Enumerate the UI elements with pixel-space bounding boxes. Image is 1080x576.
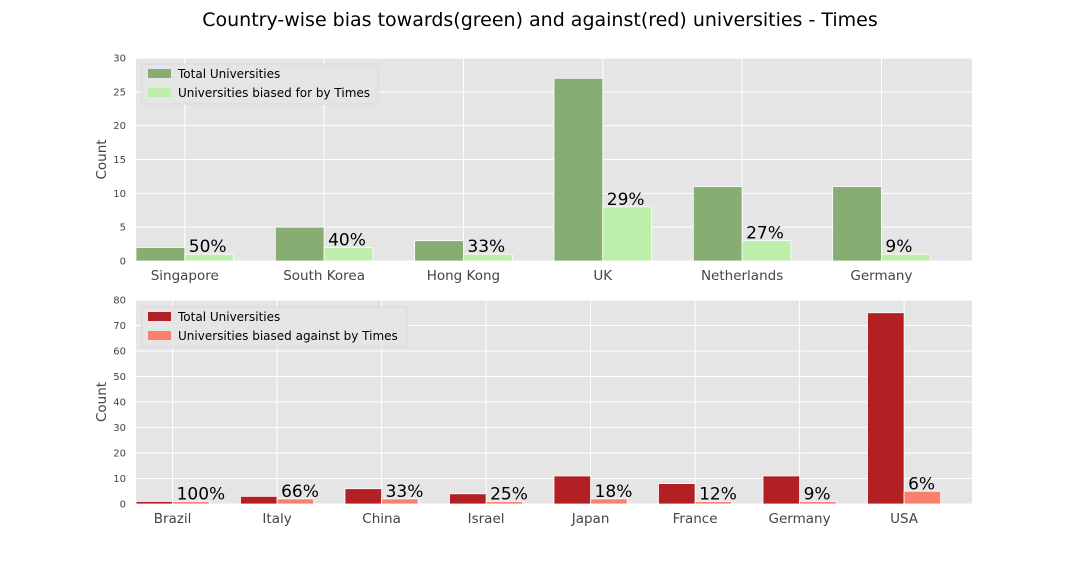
y-tick-label: 80 [113, 296, 126, 307]
legend-label: Total Universities [177, 67, 280, 81]
bar-biased [602, 206, 652, 262]
legend-box [141, 306, 408, 348]
legend-swatch [148, 331, 171, 340]
bar-total [414, 240, 464, 262]
data-label: 40% [328, 230, 366, 250]
bar-total [553, 475, 591, 505]
bar-biased [463, 253, 513, 262]
bar-total [553, 77, 604, 262]
data-label: 9% [885, 237, 912, 257]
bar-biased [172, 501, 210, 505]
x-tick-label: UK [593, 268, 613, 284]
x-tick-label: Germany [769, 511, 831, 527]
bar-total [135, 501, 173, 505]
data-label: 18% [595, 482, 633, 502]
legend-swatch [148, 88, 171, 97]
data-label: 12% [699, 484, 737, 504]
y-tick-label: 0 [120, 500, 126, 511]
y-tick-label: 10 [113, 189, 126, 200]
bar-biased [485, 501, 524, 505]
legend-label: Universities biased for by Times [178, 86, 370, 100]
bar-total [867, 312, 905, 505]
data-label: 100% [177, 484, 226, 504]
legend-label: Universities biased against by Times [178, 329, 398, 343]
y-tick-label: 15 [113, 155, 126, 166]
bar-biased [694, 501, 733, 505]
x-tick-label: Italy [262, 511, 291, 527]
data-label: 27% [746, 224, 784, 244]
bar-biased [276, 498, 315, 505]
data-label: 50% [189, 237, 227, 257]
data-label: 6% [908, 474, 935, 494]
y-tick-label: 40 [113, 398, 126, 409]
y-tick-label: 20 [113, 121, 126, 132]
bar-biased [799, 501, 837, 505]
bar-total [762, 475, 800, 505]
bar-biased [184, 253, 234, 262]
x-tick-label: Israel [468, 511, 505, 527]
bar-total [344, 488, 382, 505]
bottom-chart: 0 10 20 30 40 50 60 70 80 100% 66% 33% 25% 18% 12% 9% 6%… [94, 296, 972, 527]
y-tick-label: 0 [120, 257, 126, 268]
bar-total [274, 226, 325, 262]
x-tick-label: South Korea [283, 268, 365, 284]
data-label: 29% [607, 190, 645, 210]
legend: Total Universities Universities biased ag… [141, 306, 408, 348]
bar-total [832, 186, 882, 262]
x-tick-label: Germany [850, 268, 912, 284]
bar-biased [323, 247, 374, 262]
bar-biased [590, 498, 628, 505]
legend-swatch [148, 69, 171, 78]
y-tick-label: 50 [113, 372, 126, 383]
x-tick-label: Netherlands [701, 268, 783, 284]
data-label: 66% [281, 482, 319, 502]
y-tick-label: 30 [113, 54, 126, 65]
bar-biased [881, 253, 931, 262]
x-tick-label: USA [890, 511, 919, 527]
bar-biased [381, 498, 419, 505]
y-tick-label: 5 [120, 223, 126, 234]
y-tick-label: 30 [113, 423, 126, 434]
legend-box [141, 63, 379, 105]
y-axis-label: Count [94, 139, 110, 179]
bar-total [692, 186, 743, 262]
bar-biased [903, 490, 942, 505]
bar-total [240, 495, 278, 505]
data-label: 25% [490, 484, 528, 504]
x-tick-label: France [673, 511, 718, 527]
y-tick-label: 25 [113, 87, 126, 98]
legend-label: Total Universities [177, 310, 280, 324]
legend: Total Universities Universities biased fo… [141, 63, 379, 105]
bar-total [449, 493, 487, 505]
x-tick-label: Singapore [151, 268, 219, 284]
chart-title: Country-wise bias towards(green) and aga… [202, 9, 878, 31]
bar-total [658, 483, 696, 505]
top-chart: 0 5 10 15 20 25 30 50% 40% 33% 29% 27% 9% Singapore So… [94, 54, 972, 284]
x-tick-label: Japan [571, 511, 610, 527]
y-tick-label: 60 [113, 347, 126, 358]
bar-total [135, 247, 186, 262]
x-tick-label: Brazil [154, 511, 192, 527]
y-tick-label: 70 [113, 321, 126, 332]
bar-biased [741, 240, 792, 262]
data-label: 33% [386, 482, 424, 502]
legend-swatch [148, 312, 171, 321]
data-label: 33% [467, 237, 505, 257]
x-tick-label: China [362, 511, 401, 527]
y-tick-label: 20 [113, 449, 126, 460]
y-axis-label: Count [94, 382, 110, 422]
x-tick-label: Hong Kong [427, 268, 500, 284]
data-label: 9% [804, 484, 831, 504]
y-tick-label: 10 [113, 474, 126, 485]
